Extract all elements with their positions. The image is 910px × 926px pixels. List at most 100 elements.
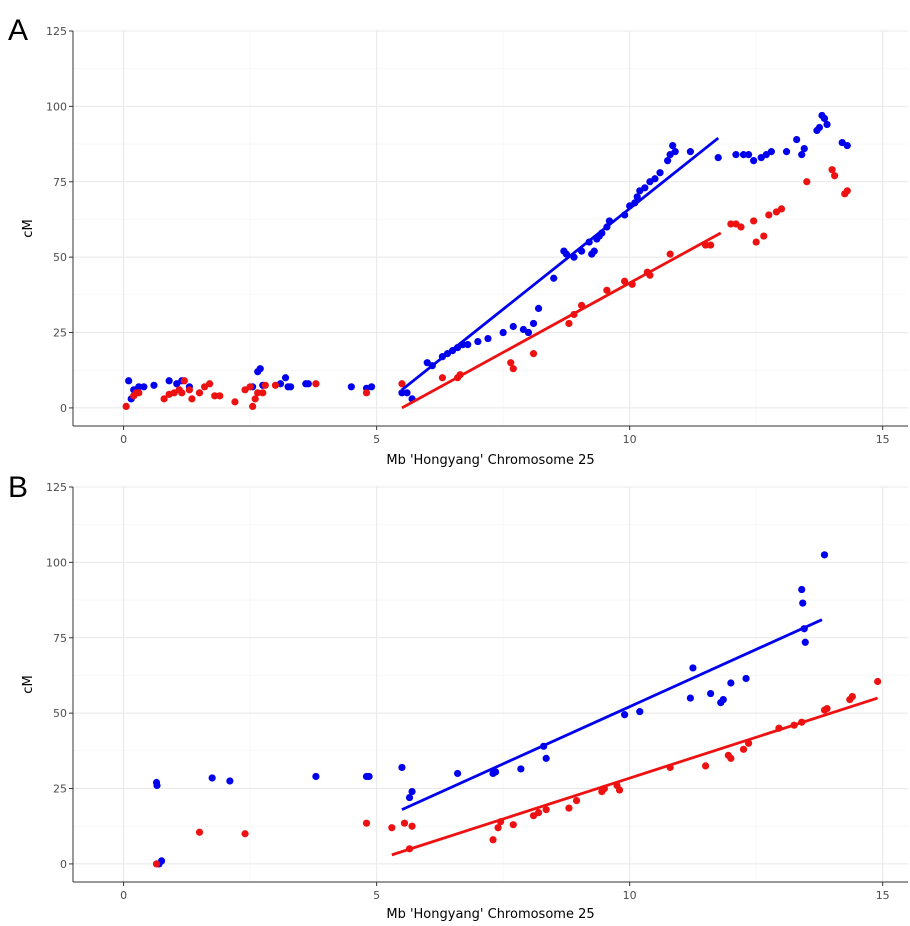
blue-data-point — [727, 679, 735, 687]
y-tick-label: 0 — [60, 858, 67, 871]
red-data-point — [874, 677, 882, 686]
red-data-point — [231, 398, 239, 406]
blue-data-point — [671, 148, 679, 156]
red-data-point — [701, 762, 710, 770]
blue-data-point — [719, 695, 727, 704]
blue-data-point — [135, 383, 143, 391]
panel-b: B 0 5 10 15 0 25 50 75 100 125 Mb 'Hongyang' Chrom… — [8, 471, 908, 922]
blue-data-point — [405, 793, 414, 802]
blue-data-point — [281, 374, 290, 382]
red-data-point — [509, 821, 517, 829]
blue-data-point — [800, 144, 808, 153]
panel-a-letter: A — [8, 14, 28, 47]
blue-data-point — [664, 157, 672, 165]
red-data-point — [312, 380, 320, 388]
blue-data-point — [656, 169, 664, 177]
red-data-point — [438, 374, 447, 382]
panel-a: A 0 5 10 15 0 25 50 75 100 125 Mb 'Hongyang' Chrom… — [8, 14, 908, 468]
x-tick-label: 5 — [373, 889, 380, 902]
y-tick-label: 75 — [53, 632, 67, 645]
blue-data-point — [153, 781, 161, 790]
blue-data-point — [686, 694, 694, 702]
red-data-point — [152, 860, 161, 868]
blue-data-point — [312, 772, 320, 781]
red-data-point — [195, 828, 204, 836]
red-data-point — [777, 205, 786, 213]
red-data-point — [752, 238, 760, 246]
blue-data-point — [509, 322, 517, 331]
blue-data-point — [801, 638, 809, 646]
y-tick-label: 100 — [46, 556, 67, 569]
blue-data-point — [208, 774, 216, 782]
blue-data-point — [798, 151, 806, 159]
y-tick-label: 25 — [53, 327, 67, 340]
red-data-point — [211, 392, 219, 400]
red-data-point — [241, 830, 249, 838]
red-data-point — [185, 386, 193, 394]
y-axis-title: cM — [21, 219, 36, 237]
blue-data-point — [474, 337, 482, 346]
red-data-point — [251, 395, 259, 403]
red-data-point — [727, 220, 735, 228]
red-data-point — [760, 232, 768, 240]
red-data-point — [271, 381, 280, 389]
blue-data-point — [550, 274, 558, 282]
red-data-point — [542, 806, 550, 814]
blue-data-point — [484, 334, 492, 343]
red-data-point — [737, 223, 745, 231]
red-data-point — [666, 250, 674, 258]
blue-data-point — [782, 148, 791, 156]
y-tick-label: 25 — [53, 783, 67, 796]
blue-data-point — [403, 389, 411, 397]
blue-data-point — [767, 148, 775, 156]
red-fit-line — [391, 696, 879, 857]
blue-data-point — [621, 711, 629, 719]
y-tick-label: 125 — [46, 25, 67, 38]
blue-data-point — [707, 689, 715, 698]
blue-data-point — [633, 193, 641, 201]
red-data-point — [615, 786, 624, 794]
red-data-point — [750, 217, 758, 225]
red-data-point — [388, 824, 396, 832]
red-data-point — [254, 389, 262, 397]
red-data-point — [765, 211, 773, 219]
red-data-point — [831, 172, 839, 180]
red-data-point — [727, 754, 735, 762]
panel-b-letter: B — [8, 471, 28, 504]
blue-data-point — [304, 380, 312, 388]
blue-data-point — [843, 141, 851, 150]
x-tick-label: 10 — [623, 889, 637, 902]
red-data-point — [400, 819, 409, 827]
red-data-point — [362, 389, 371, 397]
red-data-point — [494, 824, 502, 832]
blue-fit-line — [401, 618, 823, 811]
blue-data-point — [590, 247, 598, 255]
red-data-point — [565, 319, 573, 328]
red-fit-line — [401, 231, 722, 410]
blue-data-point — [165, 377, 173, 385]
blue-data-point — [714, 154, 722, 162]
x-tick-label: 10 — [623, 433, 637, 446]
red-data-point — [848, 692, 856, 701]
blue-data-point — [398, 389, 406, 397]
red-data-point — [803, 178, 811, 186]
red-data-point — [534, 809, 543, 817]
blue-data-point — [815, 123, 824, 132]
blue-data-point — [686, 148, 694, 156]
blue-data-point — [287, 383, 295, 391]
blue-data-point — [689, 664, 697, 672]
blue-data-point — [793, 135, 801, 144]
blue-data-point — [524, 328, 533, 337]
blue-data-point — [408, 787, 416, 796]
y-tick-label: 100 — [46, 100, 67, 113]
red-data-point — [529, 350, 538, 358]
blue-data-point — [226, 777, 234, 785]
blue-data-point — [499, 328, 507, 337]
blue-data-point — [750, 157, 758, 165]
red-data-point — [621, 277, 629, 285]
red-data-point — [828, 166, 836, 174]
y-tick-label: 0 — [60, 402, 67, 415]
blue-data-point — [744, 151, 753, 159]
blue-data-point — [491, 768, 500, 776]
